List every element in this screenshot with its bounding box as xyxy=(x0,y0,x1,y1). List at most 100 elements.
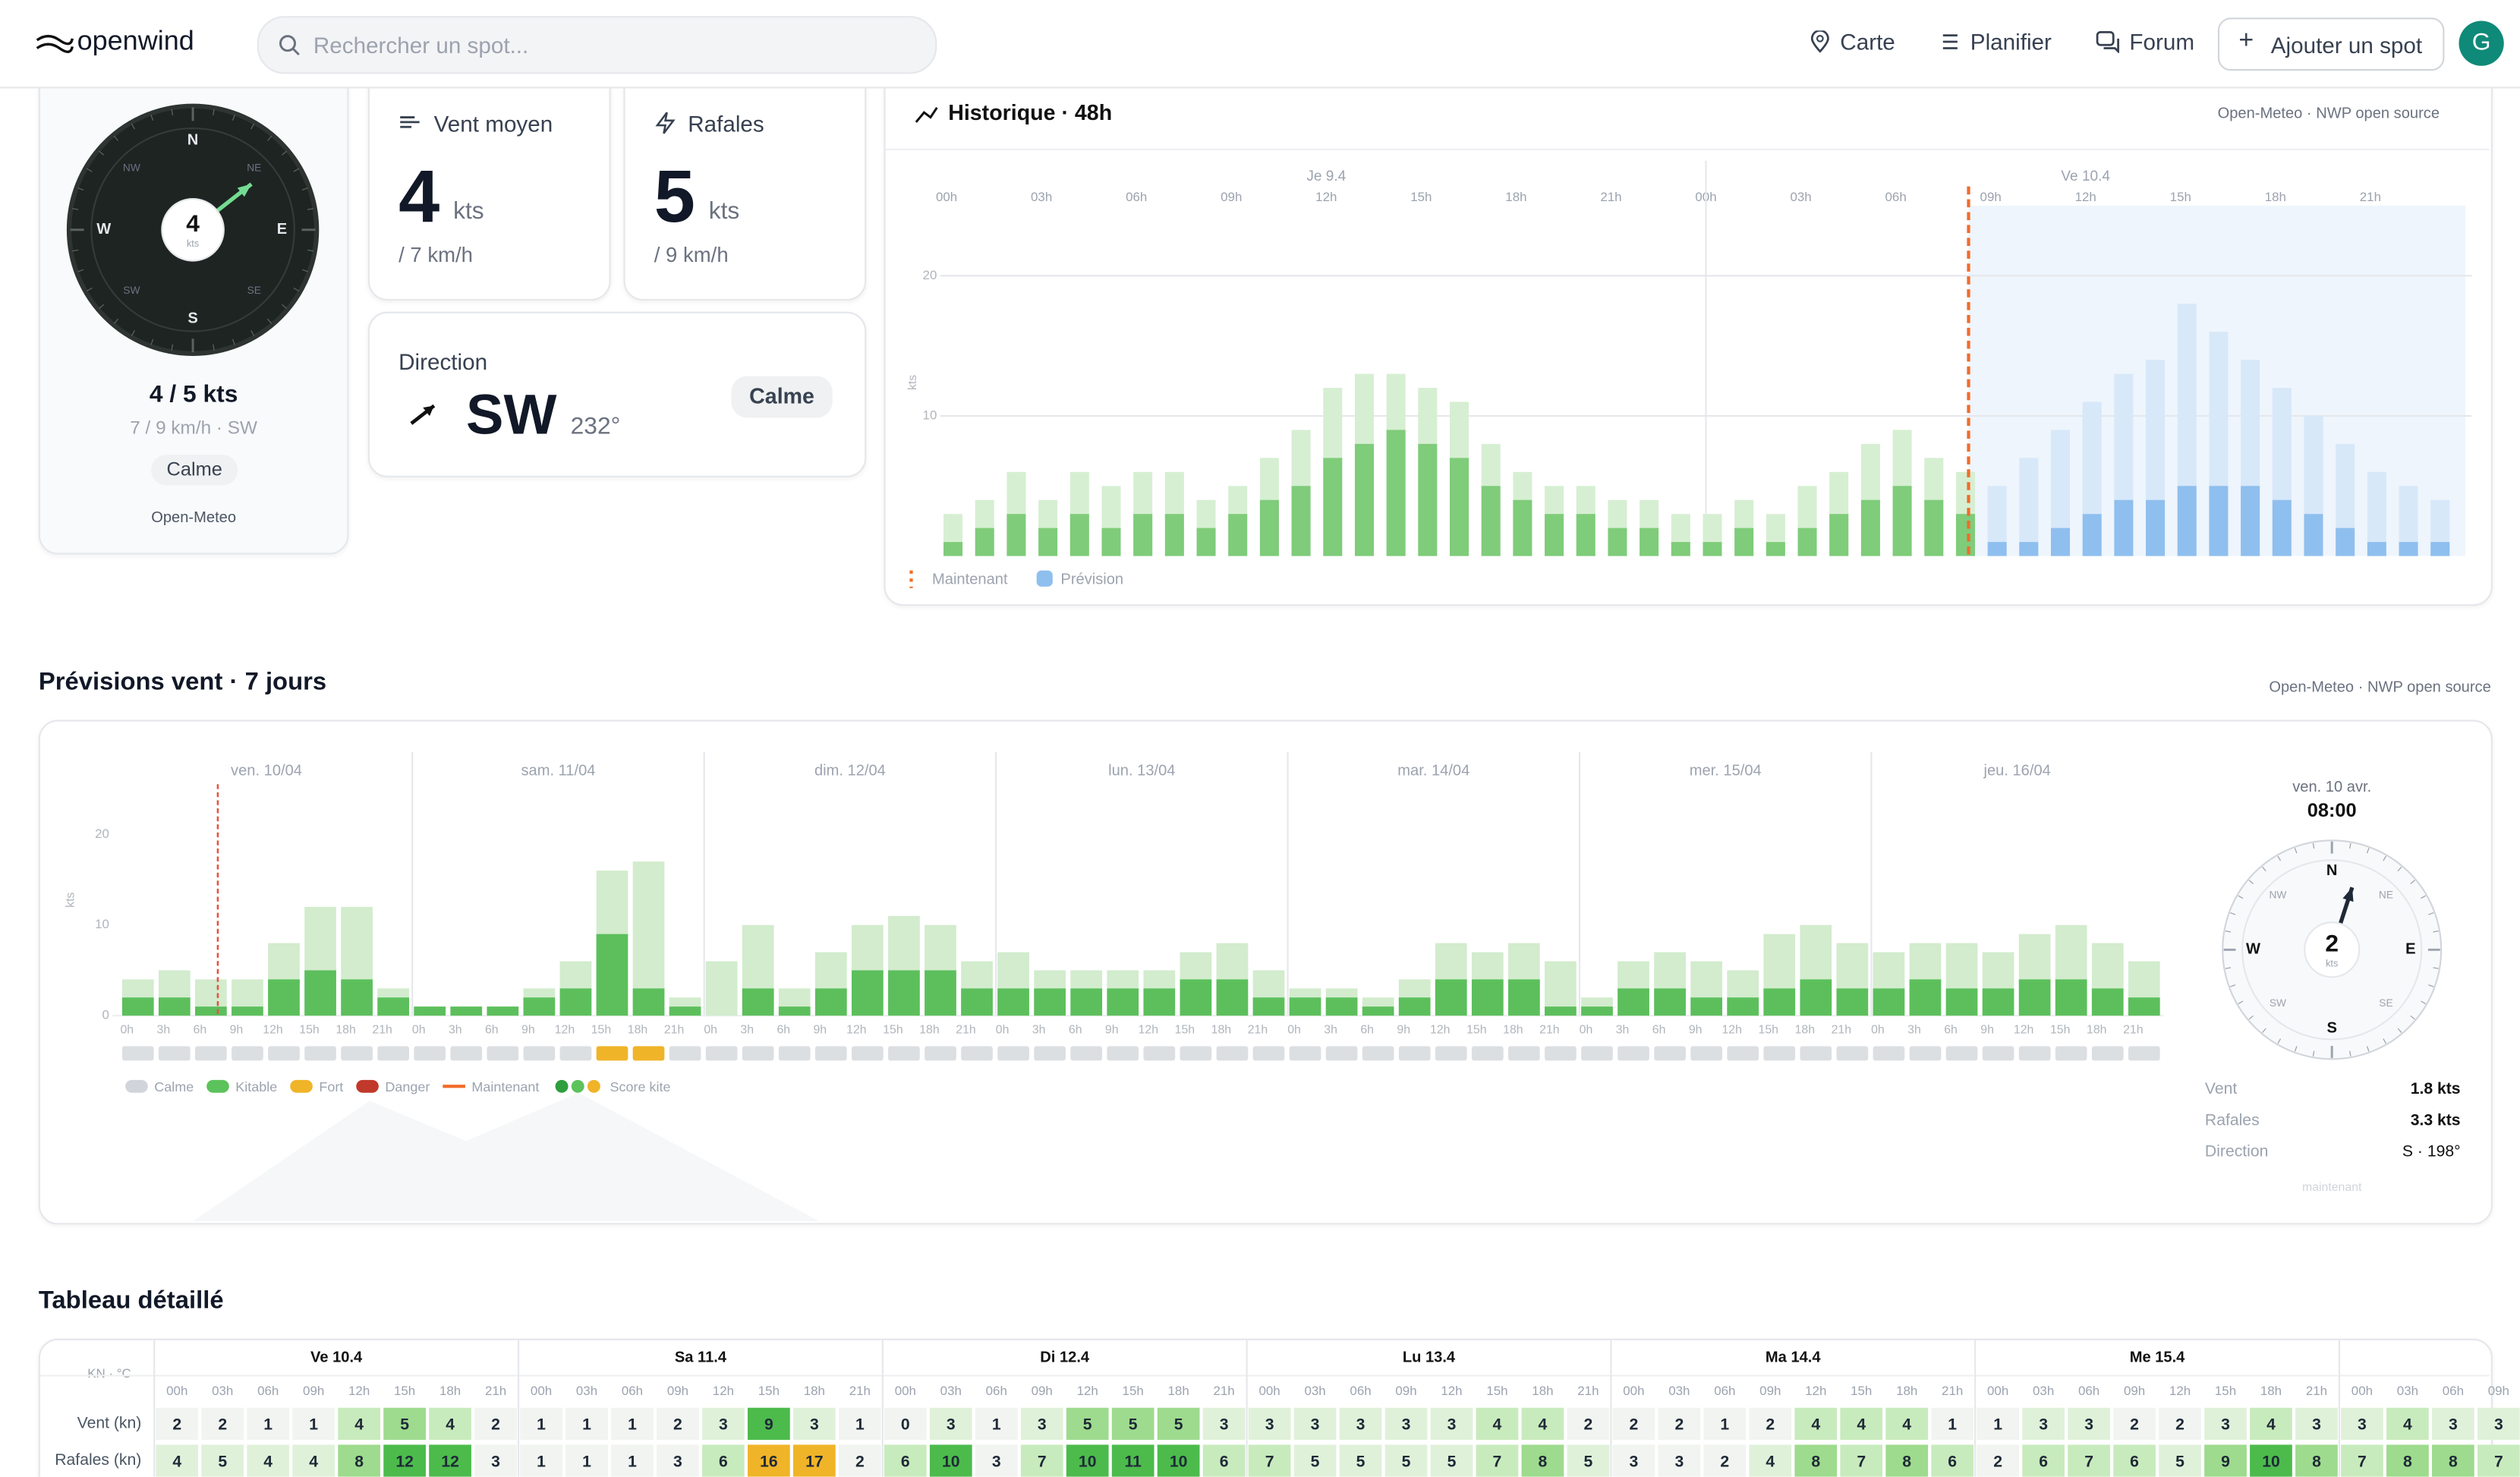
compass-speed: 4 xyxy=(186,209,200,237)
logo[interactable]: openwind xyxy=(77,25,194,57)
compass-tick xyxy=(113,318,119,324)
nav-item[interactable]: Planifier xyxy=(1940,29,2052,55)
x-tick-label: 12h xyxy=(1315,190,1337,204)
legend-label: Danger xyxy=(385,1079,430,1094)
compass-tick xyxy=(2428,984,2434,987)
hour-header: 12h xyxy=(1805,1384,1826,1398)
bar xyxy=(1289,997,1321,1016)
nav-item[interactable]: Carte xyxy=(1810,29,1895,55)
y-tick-label: 20 xyxy=(95,827,109,841)
cell-value: 2 xyxy=(855,1453,865,1470)
cell xyxy=(2295,1407,2338,1441)
hour-label: 12h xyxy=(1721,1023,1741,1036)
backdrop-mountains xyxy=(193,1092,820,1222)
bar xyxy=(2128,997,2160,1016)
hour-label: 9h xyxy=(1689,1023,1703,1036)
score-cell xyxy=(925,1046,956,1061)
cell-value: 8 xyxy=(1539,1453,1548,1470)
cell-value: 3 xyxy=(1447,1416,1457,1434)
hour-label: 9h xyxy=(1397,1023,1410,1036)
cell-value: 9 xyxy=(2221,1453,2230,1470)
cell xyxy=(1567,1407,1610,1441)
hour-label: 9h xyxy=(521,1023,535,1036)
compass-tick xyxy=(301,269,308,272)
panel-time: 08:00 xyxy=(2307,800,2357,821)
add-spot-button[interactable]: + Ajouter un spot xyxy=(2217,17,2445,71)
cell xyxy=(1248,1444,1291,1477)
bar xyxy=(1829,514,1849,556)
compass-tick xyxy=(267,318,272,324)
cell xyxy=(565,1444,608,1477)
panel-label: Rafales xyxy=(2205,1111,2260,1129)
score-cell xyxy=(1508,1046,1540,1061)
bar xyxy=(1955,514,1975,556)
score-cell xyxy=(852,1046,884,1061)
bar xyxy=(778,1006,811,1016)
hour-label: 12h xyxy=(2014,1023,2033,1036)
panel-label: Vent xyxy=(2205,1080,2237,1098)
hour-label: 21h xyxy=(2123,1023,2143,1036)
hour-header: 12h xyxy=(348,1384,370,1398)
compass-arrow-head xyxy=(237,184,252,197)
y-axis-label: kts xyxy=(64,892,77,907)
card-value: 4 xyxy=(398,154,440,238)
cell-value: 3 xyxy=(810,1416,819,1434)
hour-header: 00h xyxy=(531,1384,552,1398)
cell xyxy=(838,1444,881,1477)
cell xyxy=(792,1407,836,1441)
hour-header: 03h xyxy=(212,1384,233,1398)
hour-header: 21h xyxy=(485,1384,506,1398)
cell xyxy=(1066,1444,1109,1477)
cell xyxy=(1931,1444,1974,1477)
cell xyxy=(2159,1444,2201,1477)
hour-header: 00h xyxy=(1258,1384,1280,1398)
cell-value: 2 xyxy=(218,1416,227,1434)
cell-value: 3 xyxy=(1402,1416,1411,1434)
hour-header: 12h xyxy=(2169,1384,2191,1398)
compass-direction: SW xyxy=(123,285,140,296)
bar xyxy=(341,979,373,1016)
hour-header: 03h xyxy=(1668,1384,1690,1398)
bar xyxy=(975,528,994,556)
score-cell xyxy=(1107,1046,1139,1061)
hour-label: 12h xyxy=(263,1023,282,1036)
panel-note: maintenant xyxy=(2302,1181,2362,1194)
cell xyxy=(611,1407,654,1441)
compass-direction: N xyxy=(2326,862,2338,879)
cell-value: 4 xyxy=(2266,1416,2276,1434)
hour-header: 15h xyxy=(2215,1384,2236,1398)
cell xyxy=(247,1444,290,1477)
search-box[interactable]: Rechercher un spot... xyxy=(257,16,937,74)
cell xyxy=(1384,1444,1428,1477)
cell-value: 4 xyxy=(263,1453,272,1470)
score-cell xyxy=(1945,1046,1978,1061)
bar xyxy=(1508,979,1540,1016)
legend-label: Maintenant xyxy=(932,572,1008,588)
score-cell xyxy=(414,1046,446,1061)
compass-tick xyxy=(2262,866,2266,872)
score-cell xyxy=(377,1046,410,1061)
compass-tick xyxy=(293,168,300,172)
cell-value: 4 xyxy=(1857,1416,1866,1434)
hour-header: 00h xyxy=(2351,1384,2373,1398)
nav-item[interactable]: Forum xyxy=(2096,29,2194,55)
cell-value: 6 xyxy=(2039,1453,2048,1470)
bar xyxy=(1038,528,1058,556)
cell xyxy=(1111,1407,1154,1441)
hour-label: 9h xyxy=(813,1023,827,1036)
cell xyxy=(1794,1444,1838,1477)
cell-value: 8 xyxy=(2403,1453,2412,1470)
avatar[interactable]: G xyxy=(2459,20,2504,66)
bar xyxy=(1873,988,1905,1016)
day-label: mer. 15/04 xyxy=(1690,763,1762,779)
compass-direction: S xyxy=(187,310,197,326)
day-label: sam. 11/04 xyxy=(521,763,595,779)
cell-value: 7 xyxy=(1265,1453,1274,1470)
cell-value: 1 xyxy=(1993,1416,2002,1434)
cell-value: 6 xyxy=(719,1453,728,1470)
cell xyxy=(1020,1407,1063,1441)
hour-header: 03h xyxy=(2033,1384,2054,1398)
compass-tick xyxy=(2294,1046,2298,1052)
source-link[interactable]: Open-Meteo xyxy=(151,509,237,528)
bar xyxy=(1107,988,1139,1016)
